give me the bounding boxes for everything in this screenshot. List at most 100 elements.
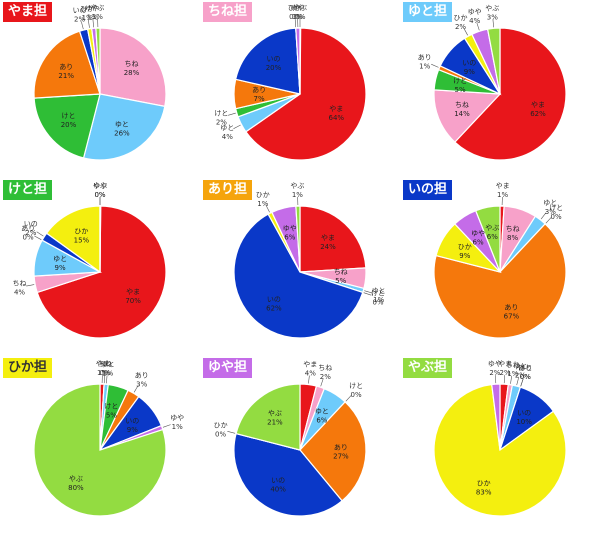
slice-value-label: 9% bbox=[55, 264, 66, 272]
slice-category-label: けと bbox=[62, 112, 76, 120]
slice-category-label: いの bbox=[24, 220, 38, 228]
slice-value-label: 67% bbox=[504, 312, 520, 320]
slice-value-label: 62% bbox=[266, 305, 282, 313]
slice-value-label: 20% bbox=[61, 121, 77, 129]
slice-category-label: やぶ bbox=[90, 4, 104, 12]
slice-value-label: 1% bbox=[257, 200, 268, 208]
slice-value-label: 10% bbox=[516, 418, 532, 426]
leader-line bbox=[227, 431, 235, 433]
slice-category-label: いの bbox=[267, 296, 281, 304]
slice-value-label: 21% bbox=[58, 72, 74, 80]
slice-value-label: 26% bbox=[114, 130, 130, 138]
slice-value-label: 6% bbox=[316, 417, 327, 425]
slice-category-label: やぶ bbox=[293, 4, 307, 12]
chart-title: やぶ担 bbox=[403, 358, 452, 378]
slice-category-label: けと bbox=[549, 204, 563, 212]
slice-value-label: 14% bbox=[454, 110, 470, 118]
slice-category-label: あり bbox=[504, 303, 518, 311]
slice-value-label: 4% bbox=[14, 288, 25, 296]
slice-category-label: けと bbox=[104, 403, 118, 411]
slice-value-label: 2% bbox=[25, 229, 36, 237]
slice-value-label: 4% bbox=[222, 133, 233, 141]
slice-category-label: やぶ bbox=[69, 475, 83, 483]
slice-category-label: ひか bbox=[458, 243, 472, 251]
slice-value-label: 1% bbox=[92, 13, 103, 21]
slice-category-label: いの bbox=[267, 55, 281, 63]
leader-line bbox=[431, 64, 438, 67]
slice-category-label: あり bbox=[135, 371, 149, 379]
slice-category-label: いの bbox=[125, 417, 139, 425]
slice-value-label: 1% bbox=[497, 191, 508, 199]
slice-category-label: ちね bbox=[318, 364, 332, 372]
slice-category-label: いの bbox=[271, 477, 285, 485]
slice-value-label: 1% bbox=[172, 423, 183, 431]
slice-value-label: 1% bbox=[419, 62, 430, 70]
chart-title: ひか担 bbox=[3, 358, 52, 378]
slice-category-label: ゆと bbox=[101, 360, 115, 368]
pie-slice bbox=[300, 28, 301, 94]
slice-category-label: ゆと bbox=[53, 255, 67, 263]
slice-category-label: やま bbox=[531, 101, 545, 109]
chart-title: ちね担 bbox=[203, 2, 252, 22]
chart-title: やま担 bbox=[3, 2, 52, 22]
slice-value-label: 64% bbox=[329, 114, 345, 122]
slice-category-label: いの bbox=[462, 59, 476, 67]
slice-category-label: やぶ bbox=[268, 410, 282, 418]
slice-category-label: やま bbox=[496, 182, 510, 190]
leader-line bbox=[228, 113, 236, 115]
slice-category-label: ゆや bbox=[471, 230, 485, 238]
slice-value-label: 27% bbox=[333, 452, 349, 460]
slice-category-label: ゆや bbox=[468, 8, 482, 16]
slice-category-label: やぶ bbox=[93, 182, 107, 190]
slice-category-label: けと bbox=[214, 109, 228, 117]
slice-category-label: ちね bbox=[506, 225, 520, 233]
slice-category-label: やま bbox=[126, 288, 140, 296]
slice-value-label: 40% bbox=[270, 486, 286, 494]
slice-value-label: 6% bbox=[473, 239, 484, 247]
slice-value-label: 0% bbox=[294, 13, 305, 21]
slice-value-label: 0% bbox=[94, 191, 105, 199]
chart-title: ゆや担 bbox=[203, 358, 252, 378]
slice-value-label: 1% bbox=[292, 191, 303, 199]
slice-category-label: ひか bbox=[256, 191, 270, 199]
slice-value-label: 83% bbox=[476, 489, 492, 497]
slice-category-label: やま bbox=[329, 105, 343, 113]
slice-value-label: 0% bbox=[551, 213, 562, 221]
slice-category-label: けと bbox=[371, 289, 385, 297]
slice-value-label: 9% bbox=[459, 252, 470, 260]
slice-category-label: あり bbox=[334, 443, 348, 451]
slice-value-label: 0% bbox=[372, 298, 383, 306]
slice-value-label: 70% bbox=[125, 297, 141, 305]
slice-value-label: 62% bbox=[530, 110, 546, 118]
slice-value-label: 3% bbox=[136, 380, 147, 388]
slice-category-label: ひか bbox=[74, 228, 88, 236]
slice-category-label: ゆと bbox=[115, 121, 129, 129]
slice-category-label: ちね bbox=[13, 279, 27, 287]
slice-value-label: 1% bbox=[102, 369, 113, 377]
slice-value-label: 3% bbox=[487, 13, 498, 21]
slice-category-label: あり bbox=[418, 53, 432, 61]
slice-category-label: あり bbox=[59, 63, 73, 71]
leader-line bbox=[234, 125, 241, 129]
slice-value-label: 28% bbox=[124, 69, 140, 77]
slice-category-label: ゆと bbox=[315, 408, 329, 416]
slice-category-label: やぶ bbox=[485, 4, 499, 12]
leader-line bbox=[163, 425, 171, 428]
slice-category-label: ゆや bbox=[488, 360, 502, 368]
slice-value-label: 0% bbox=[215, 431, 226, 439]
slice-value-label: 0% bbox=[351, 391, 362, 399]
slice-value-label: 6% bbox=[284, 233, 295, 241]
chart-title: あり担 bbox=[203, 180, 252, 200]
